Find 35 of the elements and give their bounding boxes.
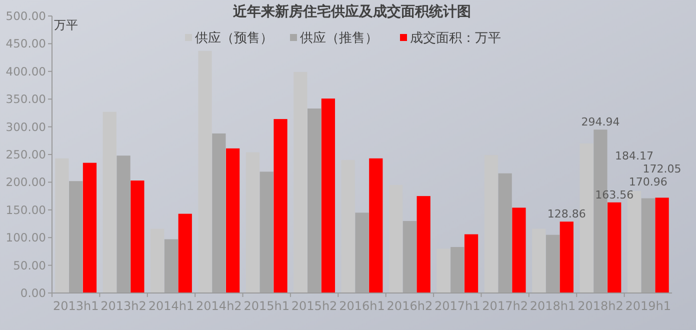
x-tick-label: 2014h2 — [196, 299, 242, 313]
x-tick-label: 2018h2 — [578, 299, 624, 313]
y-tick-label: 300.00 — [6, 120, 46, 134]
y-tick-label: 450.00 — [6, 36, 46, 51]
x-tick-label: 2017h2 — [482, 299, 528, 313]
x-tick-label: 2016h1 — [339, 299, 385, 313]
y-tick-label: 500.00 — [6, 9, 46, 23]
y-tick-label: 250.00 — [6, 148, 46, 162]
y-tick-label: 400.00 — [6, 64, 46, 78]
data-label: 172.05 — [642, 162, 682, 176]
data-label: 163.56 — [595, 188, 634, 202]
x-tick-label: 2016h2 — [386, 299, 433, 313]
y-tick-label: 100.00 — [6, 230, 46, 245]
x-tick-label: 2015h2 — [291, 299, 338, 313]
x-tick-label: 2014h1 — [148, 299, 194, 313]
y-tick-label: 350.00 — [6, 92, 46, 106]
legend-label: 供应（预售） — [195, 30, 273, 46]
data-label: 294.94 — [581, 116, 620, 129]
y-tick-label: 200.00 — [6, 175, 46, 190]
y-tick-label: 150.00 — [6, 202, 46, 217]
x-tick-label: 2013h2 — [100, 299, 146, 313]
x-tick-label: 2019h1 — [625, 299, 672, 313]
x-tick-label: 2017h1 — [434, 299, 480, 313]
data-label: 128.86 — [547, 208, 586, 221]
x-tick-label: 2013h1 — [52, 299, 99, 313]
chart-title: 近年来新房住宅供应及成交面积统计图 — [232, 3, 471, 20]
data-label: 184.17 — [615, 149, 654, 162]
y-tick-label: 0.00 — [20, 286, 46, 300]
y-tick-label: 50.00 — [13, 258, 46, 272]
legend-label: 供应（推售） — [300, 30, 378, 46]
y-axis-title: 万平 — [54, 18, 78, 32]
x-tick-label: 2015h1 — [244, 299, 290, 313]
data-label: 170.96 — [628, 175, 668, 188]
x-tick-label: 2018h1 — [530, 299, 576, 313]
legend-label: 成交面积：万平 — [410, 30, 501, 46]
